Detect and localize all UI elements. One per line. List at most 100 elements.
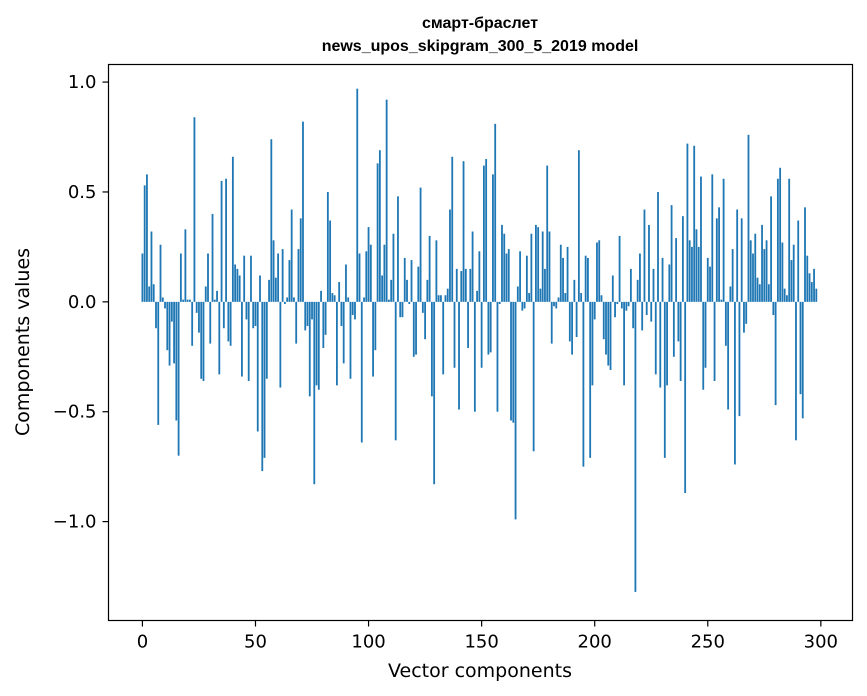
bar-289 — [795, 301, 797, 441]
bar-271 — [754, 233, 757, 302]
bar-179 — [546, 165, 549, 302]
bar-209 — [614, 301, 616, 318]
bar-249 — [704, 301, 707, 368]
bar-33 — [216, 290, 218, 302]
bar-240 — [684, 301, 687, 494]
bar-46 — [245, 301, 248, 320]
bar-29 — [207, 253, 209, 302]
bar-163 — [510, 301, 512, 421]
x-tick-label: 200 — [578, 632, 612, 653]
bars-group — [141, 88, 818, 592]
bar-166 — [516, 286, 519, 302]
bar-42 — [236, 268, 239, 302]
bar-296 — [810, 282, 813, 302]
bar-210 — [616, 301, 619, 305]
bar-293 — [804, 207, 806, 302]
bar-276 — [765, 240, 768, 302]
bar-36 — [222, 301, 225, 329]
bar-217 — [632, 301, 635, 329]
bar-260 — [729, 286, 732, 302]
x-tick-label: 50 — [244, 632, 267, 653]
bar-22 — [191, 301, 194, 346]
bar-162 — [507, 249, 510, 302]
bar-188 — [566, 246, 569, 302]
bar-177 — [541, 231, 544, 302]
bar-194 — [580, 293, 583, 302]
bar-5 — [152, 284, 155, 302]
bar-18 — [182, 299, 185, 302]
bar-187 — [564, 293, 567, 302]
bar-135 — [446, 288, 449, 302]
bar-157 — [496, 301, 499, 412]
bar-107 — [383, 244, 386, 302]
bar-127 — [428, 235, 431, 302]
bar-292 — [801, 301, 804, 419]
bar-215 — [627, 301, 630, 307]
bar-213 — [623, 301, 626, 386]
bar-143 — [464, 268, 467, 302]
bar-204 — [602, 301, 605, 340]
bar-234 — [670, 205, 673, 302]
bar-11 — [166, 301, 169, 351]
bar-287 — [790, 260, 793, 302]
bar-267 — [745, 301, 748, 324]
bar-164 — [512, 301, 515, 423]
bar-14 — [173, 301, 175, 364]
bar-245 — [695, 229, 698, 302]
bar-124 — [421, 301, 424, 313]
bar-51 — [256, 301, 259, 432]
bar-165 — [514, 301, 517, 520]
bar-269 — [749, 240, 752, 302]
bar-297 — [813, 268, 815, 302]
bar-13 — [170, 301, 173, 322]
bar-159 — [501, 224, 503, 302]
y-axis-ticks: 1.0 0.5 0.0 −0.5 −1.0 — [53, 72, 109, 533]
bar-154 — [489, 301, 492, 353]
bar-201 — [596, 242, 598, 302]
bar-137 — [451, 156, 454, 302]
bar-112 — [394, 301, 397, 441]
bar-39 — [229, 301, 232, 346]
bar-43 — [238, 275, 241, 302]
bar-266 — [743, 301, 745, 333]
bar-138 — [453, 301, 456, 368]
bar-86 — [335, 301, 338, 386]
bar-65 — [288, 260, 291, 302]
bar-148 — [476, 290, 479, 302]
bar-226 — [652, 268, 655, 302]
bar-26 — [200, 301, 203, 379]
bar-2 — [146, 174, 148, 302]
bar-57 — [270, 139, 273, 302]
bar-3 — [148, 286, 151, 302]
bar-207 — [609, 301, 612, 370]
bar-20 — [186, 299, 189, 302]
bar-77 — [315, 301, 318, 386]
bar-111 — [392, 233, 395, 302]
bar-60 — [277, 253, 280, 302]
bar-126 — [426, 279, 429, 302]
bar-6 — [155, 301, 157, 329]
bar-243 — [691, 246, 693, 302]
bar-101 — [369, 244, 372, 302]
bar-268 — [747, 134, 750, 302]
bar-281 — [776, 178, 779, 302]
bar-192 — [575, 301, 578, 338]
x-tick-label: 250 — [691, 632, 725, 653]
bar-97 — [360, 301, 363, 443]
bar-129 — [433, 301, 436, 485]
bar-285 — [786, 295, 788, 302]
bar-248 — [702, 301, 705, 390]
bar-98 — [363, 297, 365, 302]
bar-169 — [523, 301, 526, 309]
bar-121 — [415, 301, 417, 355]
bar-200 — [593, 301, 596, 320]
bar-206 — [607, 301, 610, 366]
bar-55 — [265, 301, 268, 379]
bar-93 — [351, 301, 354, 316]
bar-68 — [295, 301, 298, 344]
x-tick-label: 150 — [464, 632, 498, 653]
bar-54 — [263, 301, 266, 458]
bar-222 — [643, 209, 646, 302]
bar-261 — [731, 249, 734, 302]
